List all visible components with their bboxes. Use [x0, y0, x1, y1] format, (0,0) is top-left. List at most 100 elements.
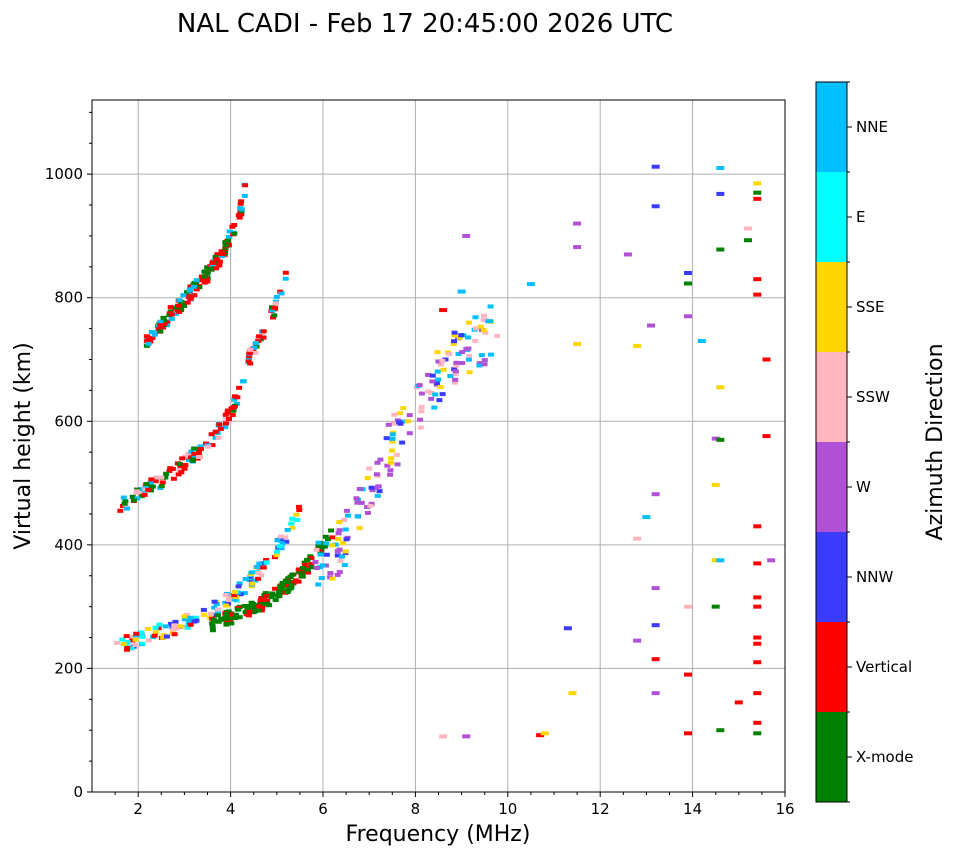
echo-mark — [263, 557, 270, 562]
echo-mark — [480, 328, 487, 333]
echo-mark — [241, 193, 248, 198]
echo-mark — [191, 446, 198, 451]
echo-mark — [277, 584, 284, 589]
echo-mark — [304, 567, 311, 572]
echo-mark — [260, 565, 267, 570]
echo-mark — [334, 553, 341, 558]
echo-mark — [166, 468, 173, 473]
echo-mark — [711, 604, 720, 609]
echo-mark — [168, 316, 175, 321]
echo-mark — [234, 401, 241, 406]
echo-mark — [138, 630, 145, 635]
echo-mark — [158, 475, 165, 480]
echo-mark — [435, 359, 442, 364]
echo-mark — [143, 482, 150, 487]
echo-mark — [187, 615, 194, 620]
echo-mark — [270, 315, 277, 320]
colorbar-title: Azimuth Direction — [923, 343, 948, 540]
echo-mark — [536, 733, 545, 738]
echo-mark — [277, 536, 284, 541]
echo-mark — [175, 303, 182, 308]
echo-mark — [697, 338, 706, 343]
echo-mark — [185, 455, 192, 460]
echo-mark — [204, 265, 211, 270]
echo-mark — [476, 361, 483, 366]
echo-mark — [322, 544, 329, 549]
echo-mark — [308, 562, 315, 567]
echo-mark — [308, 555, 315, 560]
echo-mark — [204, 279, 211, 284]
echo-mark — [716, 728, 725, 733]
echo-mark — [201, 274, 208, 279]
echo-mark — [255, 576, 262, 581]
echo-mark — [459, 360, 466, 365]
echo-mark — [383, 436, 390, 441]
echo-mark — [177, 464, 184, 469]
echo-mark — [753, 641, 762, 646]
echo-mark — [229, 412, 236, 417]
echo-mark — [172, 619, 179, 624]
echo-mark — [195, 451, 202, 456]
echo-mark — [425, 372, 432, 377]
echo-mark — [142, 486, 149, 491]
echo-mark — [130, 498, 137, 503]
echo-mark — [456, 335, 463, 340]
echo-mark — [244, 607, 251, 612]
echo-mark — [440, 367, 447, 372]
echo-mark — [213, 257, 220, 262]
echo-mark — [241, 591, 248, 596]
echo-mark — [149, 335, 156, 340]
x-tick-label: 4 — [226, 800, 236, 818]
echo-mark — [215, 435, 222, 440]
echo-mark — [264, 601, 271, 606]
echo-mark — [151, 331, 158, 336]
echo-mark — [222, 603, 229, 608]
echo-mark — [313, 547, 320, 552]
echo-mark — [473, 326, 480, 331]
echo-mark — [282, 535, 289, 540]
echo-mark — [178, 470, 185, 475]
echo-mark — [753, 181, 762, 186]
echo-mark — [222, 412, 229, 417]
echo-mark — [157, 323, 164, 328]
echo-mark — [354, 500, 361, 505]
echo-mark — [213, 602, 220, 607]
echo-mark — [439, 358, 446, 363]
echo-mark — [387, 472, 394, 477]
echo-mark — [279, 580, 286, 585]
echo-mark — [433, 381, 440, 386]
echo-mark — [179, 456, 186, 461]
colorbar: X-mode Vertical NNW W SSW SSE E NNE — [815, 81, 913, 803]
echo-mark — [436, 398, 443, 403]
echo-mark — [160, 315, 167, 320]
echo-mark — [753, 277, 762, 282]
x-tick-label: 8 — [411, 800, 421, 818]
echo-mark — [242, 610, 249, 615]
echo-mark — [257, 598, 264, 603]
echo-mark — [161, 320, 168, 325]
echo-mark — [343, 537, 350, 542]
echo-mark — [139, 634, 146, 639]
echo-mark — [151, 633, 158, 638]
echo-marks — [113, 164, 776, 739]
echo-mark — [341, 563, 348, 568]
echo-mark — [172, 311, 179, 316]
echo-mark — [457, 289, 466, 294]
echo-mark — [651, 691, 660, 696]
echo-mark — [753, 635, 762, 640]
echo-mark — [149, 484, 156, 489]
echo-mark — [293, 512, 300, 517]
echo-mark — [208, 432, 215, 437]
echo-mark — [198, 447, 205, 452]
echo-mark — [753, 731, 762, 736]
echo-mark — [284, 527, 291, 532]
echo-mark — [437, 385, 444, 390]
echo-mark — [275, 590, 282, 595]
echo-mark — [416, 383, 423, 388]
echo-mark — [224, 408, 231, 413]
echo-mark — [222, 615, 229, 620]
echo-mark — [573, 221, 582, 226]
echo-mark — [753, 660, 762, 665]
colorbar-segment-nne — [816, 82, 847, 172]
colorbar-label: E — [856, 208, 865, 226]
